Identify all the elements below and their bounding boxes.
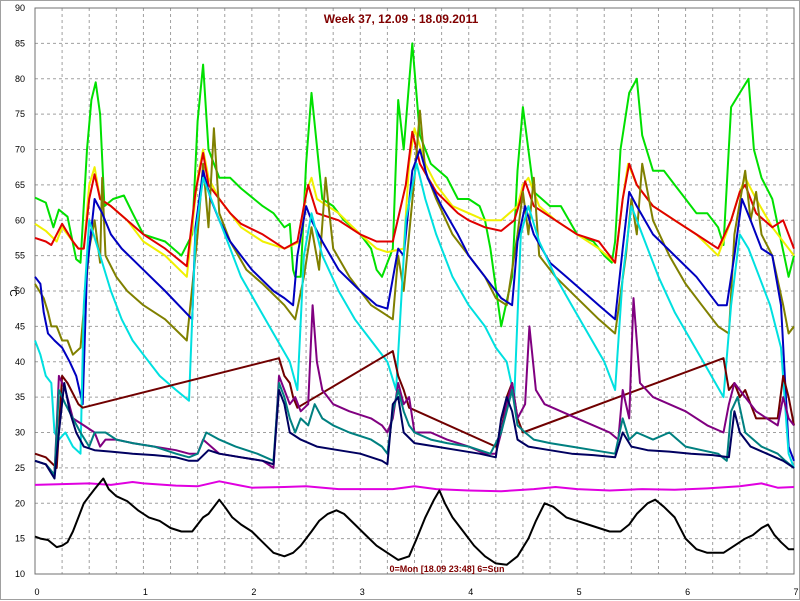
x-tick-label: 0 bbox=[34, 587, 39, 597]
series-line-navy bbox=[34, 382, 795, 480]
y-tick-label: 75 bbox=[15, 109, 25, 119]
y-tick-label: 25 bbox=[15, 463, 25, 473]
series-line-green bbox=[34, 42, 795, 328]
y-tick-label: 35 bbox=[15, 392, 25, 402]
series-line-olive bbox=[34, 109, 795, 356]
y-tick-label: 40 bbox=[15, 357, 25, 367]
y-tick-label: 50 bbox=[15, 286, 25, 296]
y-axis-tick-labels: 10 15 20 25 30 35 40 45 50 55 60 65 70 75 80 85 90 bbox=[15, 3, 25, 579]
y-tick-label: 20 bbox=[15, 498, 25, 508]
y-tick-label: 65 bbox=[15, 180, 25, 190]
grid-lines bbox=[35, 7, 794, 575]
x-tick-label: 3 bbox=[360, 587, 365, 597]
x-tick-label: 7 bbox=[793, 587, 798, 597]
series-line-maroon bbox=[34, 350, 795, 469]
x-tick-label: 4 bbox=[468, 587, 473, 597]
chart-title: Week 37, 12.09 - 18.09.2011 bbox=[324, 12, 479, 26]
series-line-blue bbox=[34, 148, 795, 462]
y-tick-label: 90 bbox=[15, 3, 25, 13]
y-tick-label: 85 bbox=[15, 38, 25, 48]
y-tick-label: 80 bbox=[15, 74, 25, 84]
series-line-purple bbox=[34, 297, 795, 476]
x-tick-label: 5 bbox=[577, 587, 582, 597]
y-tick-label: 60 bbox=[15, 215, 25, 225]
y-tick-label: 15 bbox=[15, 534, 25, 544]
x-tick-label: 1 bbox=[143, 587, 148, 597]
y-axis-label: °C bbox=[7, 285, 18, 296]
series-line-magenta bbox=[34, 480, 795, 493]
y-tick-label: 45 bbox=[15, 321, 25, 331]
y-tick-label: 55 bbox=[15, 251, 25, 261]
x-axis-tick-labels: 0 1 2 3 4 5 6 7 bbox=[34, 587, 798, 597]
series-line-cyan bbox=[34, 162, 795, 469]
y-tick-label: 10 bbox=[15, 569, 25, 579]
plot-area-border bbox=[34, 7, 795, 575]
plot-border bbox=[34, 7, 795, 575]
series-line-black bbox=[34, 477, 794, 566]
chart-footnote: 0=Mon [18.09 23:48] 6=Sun bbox=[389, 564, 504, 574]
series-lines bbox=[34, 42, 795, 566]
y-tick-label: 30 bbox=[15, 428, 25, 438]
series-line-red bbox=[34, 130, 795, 268]
x-tick-label: 6 bbox=[685, 587, 690, 597]
x-tick-label: 2 bbox=[251, 587, 256, 597]
y-tick-label: 70 bbox=[15, 145, 25, 155]
